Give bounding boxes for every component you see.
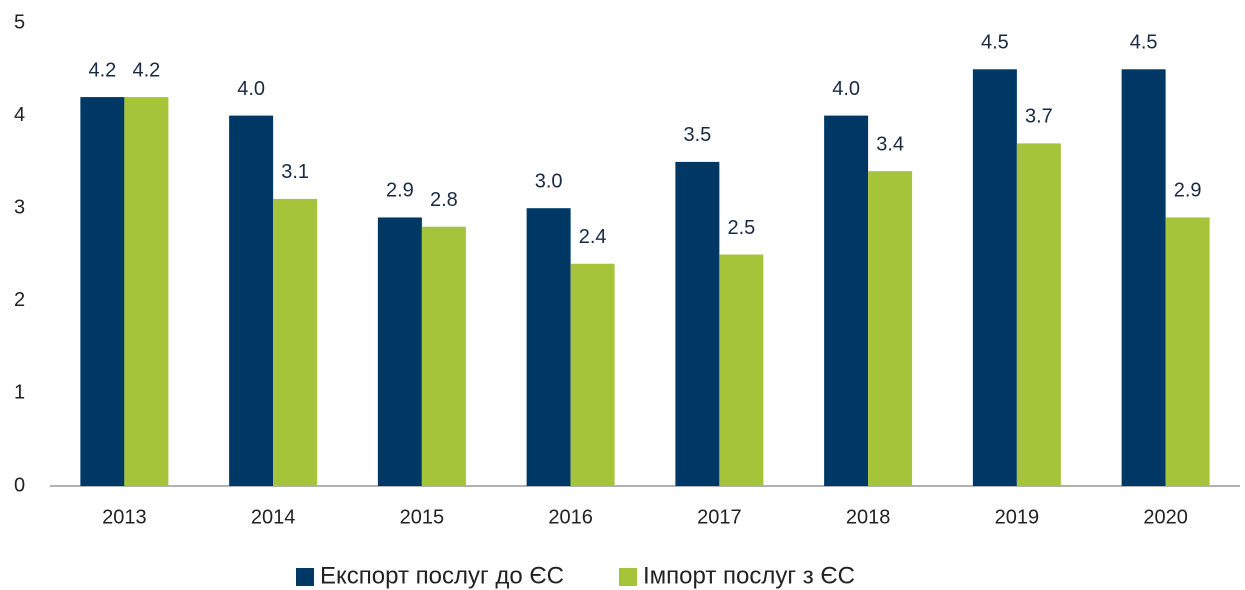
legend-swatch — [618, 568, 637, 586]
value-label: 3.5 — [683, 124, 711, 146]
bar — [421, 226, 466, 486]
legend-label: Експорт послуг до ЄС — [320, 562, 564, 589]
bar — [80, 97, 125, 486]
bar — [1016, 143, 1061, 486]
x-tick-label: 2014 — [251, 506, 296, 528]
value-label: 3.7 — [1025, 106, 1053, 128]
x-tick-label: 2018 — [846, 506, 891, 528]
bar — [570, 263, 615, 486]
y-tick-label: 1 — [14, 382, 25, 404]
bar — [675, 161, 720, 486]
value-label: 4.5 — [1130, 32, 1158, 54]
value-label: 3.0 — [535, 170, 563, 192]
bar — [273, 198, 318, 486]
bar — [719, 254, 764, 486]
bar — [124, 97, 169, 486]
value-label: 4.2 — [132, 59, 160, 81]
bar — [824, 115, 869, 486]
bar — [868, 171, 913, 486]
y-tick-label: 5 — [14, 11, 25, 33]
x-tick-label: 2020 — [1143, 506, 1188, 528]
value-label: 2.9 — [386, 180, 414, 202]
bar — [1165, 217, 1210, 486]
value-label: 2.5 — [727, 217, 755, 239]
value-label: 4.0 — [832, 78, 860, 100]
x-tick-label: 2015 — [400, 506, 445, 528]
value-label: 3.1 — [281, 161, 309, 183]
x-tick-label: 2019 — [995, 506, 1040, 528]
value-label: 4.5 — [981, 32, 1009, 54]
bar — [972, 69, 1017, 487]
legend-swatch — [296, 568, 314, 586]
x-tick-label: 2013 — [102, 506, 147, 528]
y-tick-label: 2 — [14, 289, 25, 311]
bar — [1121, 69, 1166, 487]
bar — [377, 217, 422, 486]
bar — [526, 208, 571, 486]
value-label: 2.4 — [579, 226, 607, 248]
y-tick-label: 3 — [14, 196, 25, 218]
x-tick-label: 2016 — [548, 506, 593, 528]
y-tick-label: 4 — [14, 104, 25, 126]
bar — [229, 115, 274, 486]
value-label: 2.8 — [430, 189, 458, 211]
x-tick-label: 2017 — [697, 506, 742, 528]
legend-label: Імпорт послуг з ЄС — [643, 562, 855, 589]
y-tick-label: 0 — [14, 474, 25, 496]
value-label: 4.0 — [237, 78, 265, 100]
value-label: 3.4 — [876, 133, 904, 155]
value-label: 4.2 — [88, 59, 116, 81]
value-label: 2.9 — [1174, 180, 1202, 202]
